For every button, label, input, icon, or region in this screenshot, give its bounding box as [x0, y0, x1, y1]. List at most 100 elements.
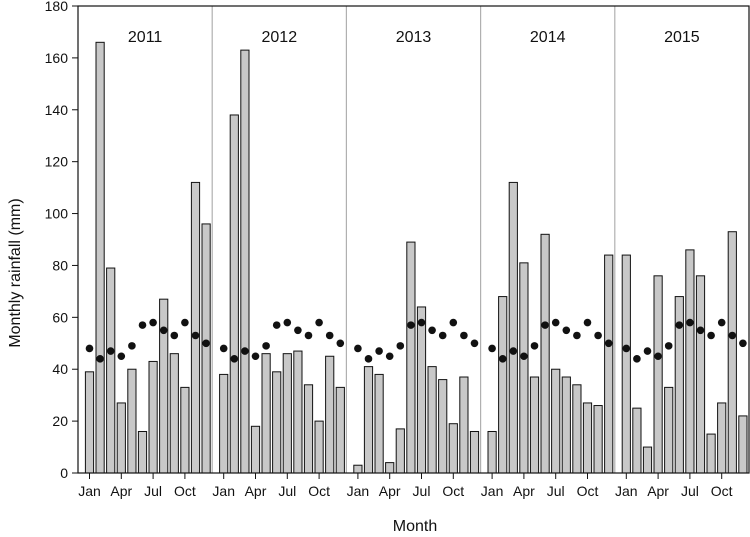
bar-2011-m6: [137, 430, 148, 474]
bar-2012-m7: [282, 353, 292, 474]
year-label-2015: 2015: [664, 29, 700, 46]
mean-marker-2014-m11: [594, 331, 602, 340]
y-tick-label: 140: [45, 102, 69, 118]
bar-2014-m2: [498, 296, 508, 474]
mean-marker-2012-m8: [294, 326, 302, 335]
bar-2013-m12: [469, 430, 480, 474]
bar-2011-m12: [201, 223, 211, 474]
bar-2012-m11: [325, 355, 335, 474]
bar-2012-m12: [335, 386, 345, 474]
mean-marker-2014-m8: [562, 326, 571, 335]
mean-marker-2012-m12: [336, 339, 345, 348]
mean-marker-2011-m6: [138, 321, 147, 329]
bar-2015-m2: [632, 407, 642, 474]
mean-marker-2015-m9: [707, 331, 715, 340]
mean-marker-2014-m1: [488, 344, 496, 353]
mean-marker-2015-m3: [643, 347, 652, 355]
bar-2012-m1: [219, 373, 229, 474]
bar-2015-m10: [717, 402, 727, 474]
panel-separators: [211, 6, 616, 473]
mean-marker-2014-m7: [551, 318, 560, 327]
bar-2011-m8: [159, 298, 169, 474]
bar-2012-m5: [261, 353, 271, 474]
y-tick-label: 20: [52, 413, 68, 429]
bar-2011-m11: [190, 181, 201, 474]
bar-2013-m10: [448, 423, 458, 474]
mean-marker-2015-m7: [686, 318, 694, 327]
mean-marker-2015-m2: [633, 355, 641, 363]
mean-marker-2012-m9: [304, 331, 313, 340]
mean-marker-2015-m4: [654, 352, 662, 361]
bar-2013-m11: [459, 376, 469, 474]
mean-marker-2015-m1: [622, 344, 631, 353]
mean-marker-2011-m8: [159, 326, 168, 335]
bar-2014-m9: [572, 384, 582, 474]
x-tick-label: Jul: [278, 483, 296, 499]
bar-2011-m10: [180, 386, 190, 474]
mean-marker-2013-m8: [428, 326, 436, 335]
bar-2011-m3: [106, 267, 116, 474]
bar-2014-m4: [519, 262, 529, 474]
x-tick-label: Jan: [615, 483, 638, 499]
x-tick-label: Oct: [308, 483, 330, 499]
bar-2013-m1: [353, 464, 363, 474]
bar-2014-m1: [487, 430, 497, 474]
bar-2011-m9: [169, 353, 179, 474]
y-tick-label: 0: [60, 465, 68, 481]
x-tick-label: Jan: [212, 483, 235, 499]
mean-marker-2014-m5: [530, 342, 539, 350]
mean-marker-2013-m4: [385, 352, 394, 361]
bar-2012-m3: [240, 49, 250, 474]
bar-2014-m5: [529, 376, 540, 474]
mean-marker-2014-m6: [541, 321, 549, 329]
y-tick-label: 80: [52, 257, 68, 273]
mean-marker-2013-m11: [460, 331, 468, 340]
bar-2015-m7: [685, 249, 695, 474]
bar-2015-m9: [706, 433, 716, 474]
bar-2013-m9: [438, 379, 448, 474]
mean-marker-2015-m8: [696, 326, 705, 335]
x-tick-label: Jan: [481, 483, 504, 499]
mean-marker-2012-m1: [219, 344, 228, 353]
year-labels-layer: 2011 2012 2013 2014 2015: [128, 29, 700, 46]
mean-marker-2013-m12: [470, 339, 479, 348]
bar-2015-m1: [621, 254, 631, 474]
bar-2014-m12: [604, 254, 614, 474]
x-tick-label: Jul: [547, 483, 565, 499]
bar-2014-m7: [551, 368, 561, 474]
mean-marker-2015-m6: [675, 321, 684, 329]
mean-marker-2012-m5: [262, 342, 270, 350]
mean-marker-2014-m3: [509, 347, 518, 355]
mean-marker-2013-m5: [396, 342, 405, 350]
bar-2015-m4: [653, 275, 663, 474]
mean-marker-2013-m7: [417, 318, 426, 327]
bar-2015-m8: [695, 275, 706, 474]
plot-frame: [77, 5, 750, 474]
bar-2013-m5: [395, 428, 405, 474]
bar-2014-m3: [508, 181, 518, 474]
mean-marker-2011-m3: [106, 347, 115, 355]
axes-layer: Jan Apr Jul Oct Jan Apr Jul Oct Jan Apr Jul Oct Jan A…: [45, 0, 750, 499]
bar-2013-m8: [427, 366, 437, 474]
bar-2014-m6: [540, 233, 550, 474]
bar-2011-m2: [95, 41, 105, 474]
mean-marker-2013-m10: [449, 318, 458, 327]
mean-marker-2012-m10: [315, 318, 323, 327]
mean-marker-2012-m6: [272, 321, 281, 329]
mean-marker-2015-m12: [739, 339, 747, 348]
bar-2014-m8: [561, 376, 571, 474]
mean-marker-2011-m10: [181, 318, 189, 327]
year-label-2011: 2011: [128, 29, 163, 46]
bar-2013-m2: [363, 366, 374, 474]
x-tick-label: Oct: [577, 483, 599, 499]
mean-marker-2014-m4: [520, 352, 528, 361]
y-tick-label: 120: [45, 154, 69, 170]
bar-2015-m11: [727, 231, 737, 474]
bar-2012-m2: [229, 114, 239, 474]
bar-2012-m6: [272, 371, 282, 474]
mean-marker-2011-m12: [202, 339, 210, 348]
mean-marker-2012-m4: [251, 352, 260, 361]
bar-2011-m1: [84, 371, 95, 474]
mean-marker-2011-m2: [96, 355, 104, 363]
